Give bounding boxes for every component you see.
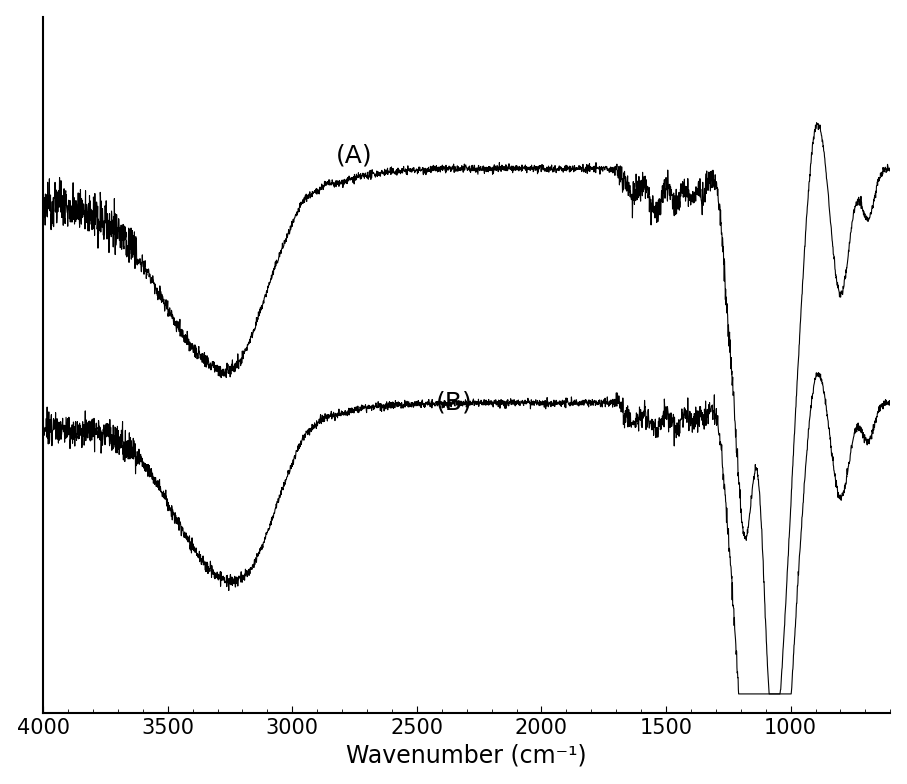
Text: (B): (B) (436, 390, 473, 415)
Text: (A): (A) (336, 144, 373, 168)
X-axis label: Wavenumber (cm⁻¹): Wavenumber (cm⁻¹) (346, 743, 587, 768)
